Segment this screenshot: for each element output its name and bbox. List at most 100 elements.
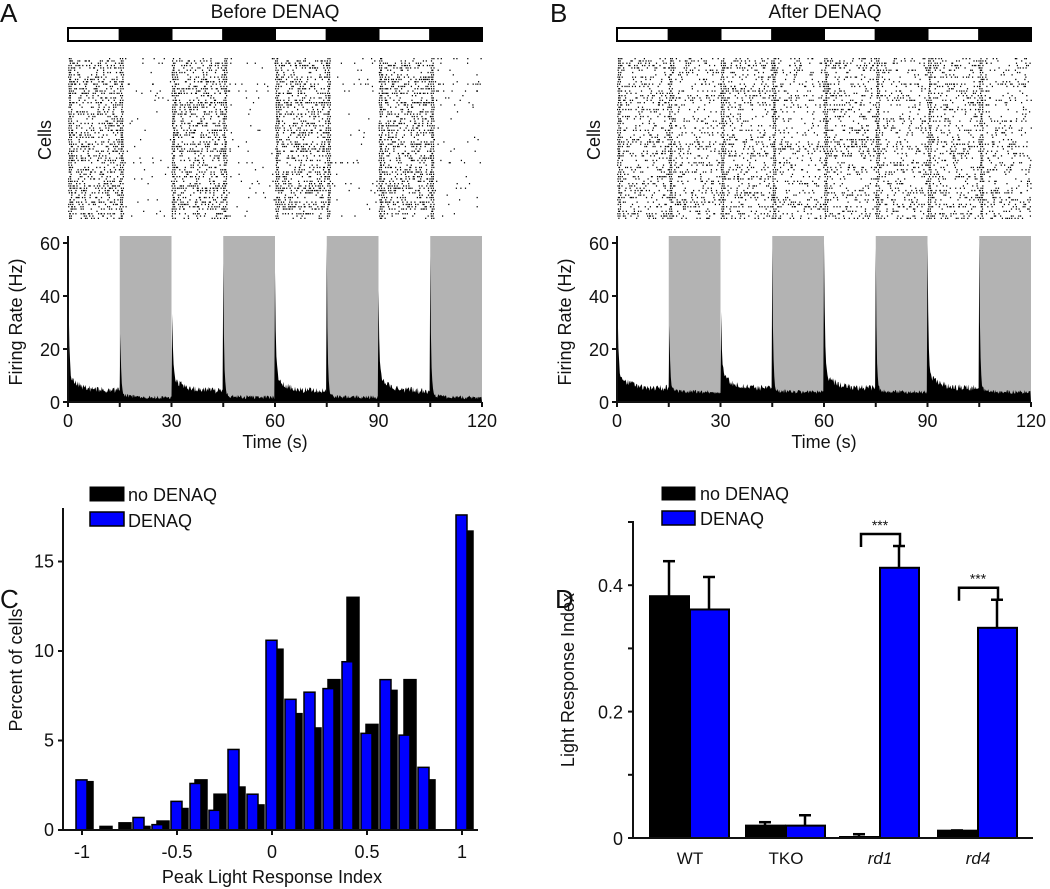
raster-spike [118, 148, 120, 150]
raster-spike [774, 71, 776, 74]
raster-spike [218, 206, 220, 208]
raster-spike [787, 92, 789, 94]
raster-spike [121, 157, 123, 159]
raster-spike [396, 92, 398, 94]
raster-spike [314, 208, 316, 210]
raster-spike [70, 171, 72, 173]
raster-spike [214, 122, 216, 125]
raster-spike [740, 88, 742, 90]
raster-spike [908, 69, 910, 71]
raster-spike [679, 71, 681, 74]
raster-spike [433, 67, 435, 69]
raster-spike [391, 81, 393, 83]
raster-spike [96, 210, 98, 212]
raster-spike [855, 76, 858, 78]
raster-spike [670, 58, 672, 60]
raster-spike [430, 183, 432, 185]
raster-spike [277, 215, 279, 217]
raster-spike [426, 173, 428, 175]
raster-spike [192, 143, 194, 145]
raster-spike [117, 125, 119, 127]
raster-spike [395, 78, 397, 81]
raster-spike [770, 69, 772, 71]
raster-spike [86, 111, 88, 113]
raster-spike [204, 102, 206, 104]
raster-spike [91, 162, 93, 164]
raster-spike [115, 67, 117, 69]
raster-spike [732, 88, 734, 90]
raster-spike [104, 189, 106, 192]
raster-spike [140, 162, 142, 164]
raster-spike [68, 192, 70, 194]
raster-spike [431, 134, 433, 136]
raster-spike [327, 125, 329, 127]
raster-spike [173, 171, 176, 173]
raster-spike [122, 157, 124, 159]
raster-spike [878, 71, 880, 74]
raster-spike [108, 106, 110, 108]
raster-spike [203, 173, 205, 175]
raster-spike [214, 99, 217, 101]
raster-spike [404, 196, 406, 199]
raster-spike [393, 189, 395, 192]
raster-spike [329, 162, 331, 164]
raster-spike [289, 199, 291, 201]
raster-spike [669, 92, 671, 94]
raster-spike [80, 187, 82, 189]
raster-spike [430, 129, 432, 131]
raster-spike [118, 139, 120, 141]
raster-spike [181, 104, 184, 106]
raster-spike [119, 71, 121, 74]
raster-spike [94, 92, 96, 94]
raster-spike [657, 85, 659, 88]
raster-spike [197, 122, 199, 125]
raster-spike [397, 213, 399, 215]
raster-spike [396, 185, 398, 187]
raster-spike [278, 196, 280, 199]
raster-spike [70, 67, 72, 69]
raster-spike [197, 185, 199, 187]
raster-spike [298, 173, 300, 175]
raster-spike [393, 71, 395, 74]
raster-spike [412, 176, 414, 178]
raster-spike [124, 162, 126, 164]
raster-spike [206, 141, 208, 143]
raster-spike [182, 206, 184, 208]
raster-spike [214, 166, 216, 169]
raster-spike [827, 60, 829, 62]
raster-spike [323, 148, 325, 150]
raster-spike [214, 102, 216, 104]
raster-spike [398, 210, 400, 212]
raster-spike [181, 113, 183, 115]
raster-spike [257, 129, 259, 131]
raster-spike [935, 64, 937, 67]
raster-spike [420, 78, 422, 81]
raster-spike [225, 118, 227, 120]
raster-spike [173, 139, 176, 141]
raster-spike [173, 203, 175, 206]
raster-spike [209, 192, 211, 194]
raster-spike [794, 69, 796, 71]
raster-spike [292, 150, 294, 152]
raster-spike [209, 67, 211, 69]
raster-spike [76, 187, 78, 189]
raster-spike [392, 136, 394, 138]
raster-spike [865, 67, 867, 69]
raster-spike [234, 83, 237, 85]
raster-spike [223, 115, 226, 118]
raster-spike [468, 183, 471, 185]
raster-spike [185, 113, 187, 115]
raster-spike [424, 145, 426, 148]
raster-spike [278, 178, 280, 180]
raster-spike [773, 58, 775, 60]
raster-spike [182, 201, 184, 203]
raster-spike [226, 173, 228, 175]
raster-spike [111, 208, 113, 210]
raster-spike [79, 67, 81, 69]
raster-spike [173, 95, 175, 97]
raster-spike [73, 102, 75, 104]
raster-spike [96, 76, 98, 78]
raster-spike [879, 69, 882, 71]
raster-spike [189, 99, 191, 101]
raster-spike [70, 208, 72, 210]
